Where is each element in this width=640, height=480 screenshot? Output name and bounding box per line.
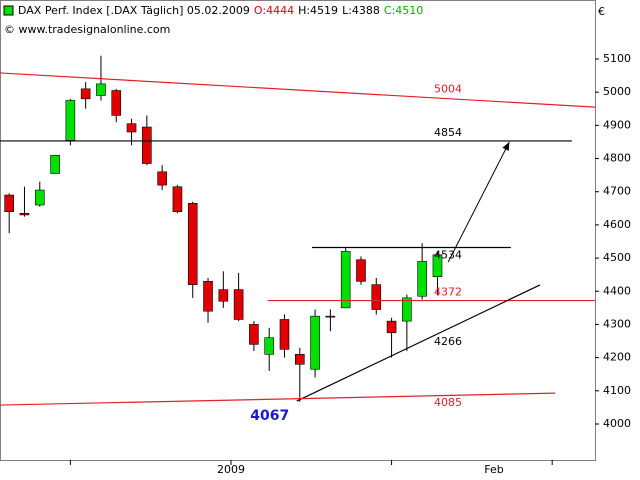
- candle-body: [203, 281, 213, 312]
- candle-body: [65, 100, 76, 141]
- plot-frame: [0, 0, 596, 461]
- header-icon: [3, 5, 14, 16]
- candle-body: [142, 126, 152, 164]
- candle-body: [279, 319, 290, 350]
- header-value: C:4510: [384, 4, 423, 17]
- trend-line: [0, 72, 596, 108]
- line-label: 4534: [434, 248, 462, 261]
- y-tick-label: 4800: [603, 152, 631, 165]
- candle-body: [126, 123, 137, 133]
- arrow-head: [502, 141, 510, 151]
- line-label: 4372: [434, 286, 462, 299]
- currency: €: [598, 5, 605, 18]
- candle-body: [356, 259, 366, 282]
- candle-body: [233, 289, 244, 320]
- candle-body: [50, 154, 60, 174]
- y-tick-label: 4400: [603, 284, 631, 297]
- trend-line: [0, 392, 556, 406]
- candle-body: [218, 289, 229, 302]
- y-tick-label: 4000: [603, 417, 631, 430]
- candle-body: [340, 251, 351, 309]
- y-tick-label: 4200: [603, 351, 631, 364]
- y-tick-label: 5000: [603, 85, 631, 98]
- candle-body: [187, 203, 198, 285]
- header-value: L:4388: [342, 4, 380, 17]
- candle-body: [249, 324, 259, 345]
- chart-title: DAX Perf. Index [.DAX Täglich] 05.02.200…: [18, 4, 423, 17]
- title: DAX Perf. Index [.DAX Täglich] 05.02.200…: [18, 4, 250, 17]
- candle-body: [157, 171, 167, 186]
- candle-body: [417, 261, 427, 297]
- y-tick-label: 4100: [603, 384, 631, 397]
- line-label: 4266: [434, 335, 462, 348]
- candle-body: [4, 194, 14, 212]
- candle-body: [111, 90, 122, 116]
- candle-body: [172, 186, 183, 212]
- y-tick-label: 4500: [603, 251, 631, 264]
- x-tick-label: 2009: [217, 463, 245, 476]
- candle-body: [432, 254, 443, 277]
- x-tick-label: Feb: [484, 463, 503, 476]
- candle-body: [294, 354, 305, 365]
- candle-body: [325, 315, 336, 318]
- low-label: 4067: [250, 408, 289, 424]
- candle-body: [371, 284, 382, 310]
- candle-body: [19, 212, 30, 216]
- line-label: 4085: [434, 396, 462, 409]
- arrow: [447, 141, 510, 263]
- candle-body: [80, 88, 91, 100]
- y-tick-label: 4900: [603, 118, 631, 131]
- candle-body: [264, 337, 275, 355]
- y-tick-label: 5100: [603, 52, 631, 65]
- y-tick-label: 4300: [603, 317, 631, 330]
- y-tick-label: 4600: [603, 218, 631, 231]
- trend-line: [296, 284, 541, 402]
- candle-body: [96, 83, 106, 96]
- watermark: © www.tradesignalonline.com: [4, 23, 170, 36]
- header-value: O:4444: [254, 4, 294, 17]
- candle-body: [402, 297, 412, 322]
- line-label: 5004: [434, 83, 462, 96]
- line-label: 4854: [434, 126, 462, 139]
- candle-body: [310, 315, 320, 370]
- header-value: H:4519: [298, 4, 338, 17]
- y-tick-label: 4700: [603, 185, 631, 198]
- candle-body: [34, 189, 45, 206]
- candle-body: [386, 320, 397, 334]
